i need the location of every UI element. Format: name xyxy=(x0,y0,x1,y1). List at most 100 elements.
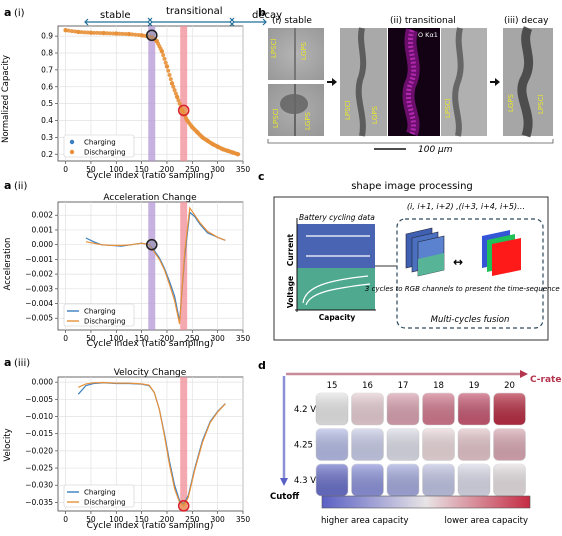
data-point xyxy=(130,32,135,37)
sem-image-transitional: LPSCl LGPS xyxy=(340,27,387,137)
heatmap-cell-shade xyxy=(316,428,348,461)
cutoff-tick: 4.25 V xyxy=(294,441,322,451)
panel-label: c xyxy=(258,170,265,183)
data-point xyxy=(82,30,87,35)
phase-divider-1 xyxy=(147,17,153,27)
y-tick-label: −0.005 xyxy=(25,314,53,323)
y-axis-label: Acceleration xyxy=(3,238,13,291)
series-line xyxy=(85,206,226,325)
arrow-1-head xyxy=(332,78,337,86)
data-point xyxy=(66,28,71,33)
y-tick-label: 0.2 xyxy=(41,150,53,159)
data-point xyxy=(107,31,112,36)
data-point xyxy=(183,115,188,120)
colorbar xyxy=(321,495,531,509)
y-tick-label: −0.003 xyxy=(25,284,53,293)
c-rate-tick: 16 xyxy=(362,381,373,391)
phase-label-stable: stable xyxy=(100,10,131,21)
x-axis-label: Cycle index (ratio sampling) xyxy=(87,171,214,181)
legend-swatch xyxy=(69,149,75,155)
data-point xyxy=(76,29,81,35)
data-point xyxy=(92,30,97,35)
current-region xyxy=(297,224,375,268)
region-label: LGPS xyxy=(300,41,308,60)
y-tick-label: −0.002 xyxy=(25,270,53,279)
title-stable: (i) stable xyxy=(272,16,312,26)
y-tick-label: 0.8 xyxy=(41,49,53,58)
data-point xyxy=(168,77,173,82)
phase-bar: stable transitional decay xyxy=(84,6,282,27)
data-point xyxy=(189,123,194,128)
heatmap-cell-shade xyxy=(493,428,526,461)
y-tick-label: 0.9 xyxy=(41,32,53,41)
sem-image-stable-2: LPSCl LGPS xyxy=(268,84,324,136)
legend-label: Discharging xyxy=(84,318,126,326)
highlight-marker-fill xyxy=(179,501,188,510)
x-tick-label: 100 xyxy=(109,515,124,524)
x-tick-label: 250 xyxy=(185,515,200,524)
x-tick-label: 150 xyxy=(134,334,149,343)
y-tick-label: 0.000 xyxy=(32,240,54,249)
c-rate-tick: 19 xyxy=(469,381,480,391)
y-tick-label: −0.035 xyxy=(25,498,53,507)
series-line xyxy=(78,381,226,507)
x-tick-label: 50 xyxy=(86,334,96,343)
data-point xyxy=(85,30,90,35)
heatmap-cell-shade xyxy=(493,464,526,496)
heatmap-cell-shade xyxy=(458,464,490,496)
y-tick-label: 0.5 xyxy=(41,99,53,108)
data-point xyxy=(69,29,74,34)
y-axis-label: Normalized Capacity xyxy=(1,55,11,143)
legend-label: Discharging xyxy=(84,499,126,507)
c-rate-tick: 20 xyxy=(504,381,515,391)
cutoff-tick: 4.2 V xyxy=(294,405,316,415)
region-label: LPSCl xyxy=(270,39,278,58)
x-tick-label: 150 xyxy=(134,515,149,524)
current-label: Current xyxy=(286,233,295,266)
region-label: LGPS xyxy=(507,93,515,112)
arrow-2-head xyxy=(495,78,500,86)
panel-label: a xyxy=(4,356,11,369)
panel-frame xyxy=(273,196,549,341)
map-label: O Kα1 xyxy=(418,31,438,39)
legend-label: Charging xyxy=(84,139,116,147)
chart-title: Velocity Change xyxy=(114,368,187,378)
c-rate-tick: 15 xyxy=(327,381,338,391)
heatmap-cell-shade xyxy=(387,428,419,461)
scale-bar-label: 100 μm xyxy=(418,145,453,155)
data-point xyxy=(123,31,128,36)
y-tick-label: −0.004 xyxy=(25,299,53,308)
highlight-marker-fill xyxy=(179,106,188,115)
data-point xyxy=(173,91,178,96)
rgb-stack xyxy=(482,230,521,276)
note-text: 3 cycles to RGB channels to present the … xyxy=(365,285,562,293)
x-tick-label: 200 xyxy=(160,165,175,174)
x-axis-label: Cycle index (ratio sampling) xyxy=(87,339,214,349)
legend-swatch xyxy=(69,139,75,145)
region-label: LPSCl xyxy=(444,99,452,118)
highlight-band xyxy=(180,377,188,511)
x-tick-label: 150 xyxy=(134,165,149,174)
data-point xyxy=(161,53,166,58)
data-point xyxy=(136,32,141,37)
data-point xyxy=(158,46,163,51)
sem-image-stable-1: LPSCl LGPS xyxy=(268,28,324,80)
panel-a-i: a (i) stable transitional decay 0 50 100 15… xyxy=(1,6,282,181)
highlight-marker xyxy=(177,104,190,117)
data-point xyxy=(234,151,239,156)
y-tick-label: 0.001 xyxy=(32,225,54,234)
y-tick-label: −0.015 xyxy=(25,429,53,438)
data-point xyxy=(79,30,84,35)
legend-box xyxy=(63,134,135,158)
data-point xyxy=(88,30,94,35)
fusion-label: Multi-cycles fusion xyxy=(431,315,510,325)
x-tick-label: 100 xyxy=(109,334,124,343)
y-tick-label: −0.025 xyxy=(25,464,53,473)
data-point xyxy=(171,84,176,89)
panel-a-iii: a (iii) Velocity Change 0 50 100 150 200 250 3… xyxy=(3,356,250,531)
data-point xyxy=(101,30,106,36)
panel-label: d xyxy=(258,359,266,372)
heatmap-cell-shade xyxy=(422,393,455,425)
sem-image-decay: LGPS LPSCl xyxy=(503,26,553,138)
data-point xyxy=(98,31,103,36)
